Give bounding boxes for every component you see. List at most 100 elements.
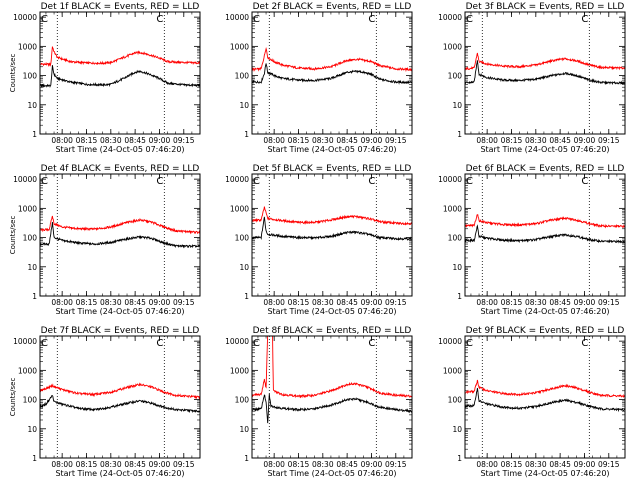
corner-marker: C [368,338,375,349]
x-tick-label: 08:15 [76,298,98,307]
y-tick-label: 1 [32,292,37,301]
corner-marker: C [368,176,375,187]
x-tick-label: 09:15 [173,460,195,469]
lld-rate-series [252,206,412,226]
x-axis-label: Start Time (24-Oct-05 07:46:20) [267,469,396,478]
chart-panel-2: Det 2f BLACK = Events, RED = LLD 1 10 100 10… [225,2,413,154]
y-tick-label: 10000 [225,337,249,346]
chart-title: Det 1f BLACK = Events, RED = LLD [41,2,200,12]
chart-title: Det 2f BLACK = Events, RED = LLD [253,2,412,12]
y-tick-label: 1 [32,454,37,463]
x-tick-label: 09:00 [149,136,171,145]
lld-rate-series [252,47,412,73]
x-tick-label: 09:00 [361,298,383,307]
corner-marker: C [253,338,260,349]
chart-panel-9: Det 9f BLACK = Events, RED = LLD 1 10 100 10… [438,326,626,478]
y-tick-label: 10 [452,425,462,434]
event-rate-series [252,393,412,424]
x-tick-label: 08:15 [288,136,310,145]
x-tick-label: 08:00 [263,298,285,307]
y-tick-label: 1000 [18,366,37,375]
chart-title: Det 6f BLACK = Events, RED = LLD [466,164,625,174]
chart-panel-5: Det 5f BLACK = Events, RED = LLD 1 10 100 10… [225,164,413,316]
x-tick-label: 08:45 [124,460,146,469]
x-tick-label: 08:15 [76,460,98,469]
x-tick-label: 08:15 [76,136,98,145]
x-tick-label: 08:15 [288,460,310,469]
chart-panel-6: Det 6f BLACK = Events, RED = LLD 1 10 100 10… [438,164,626,316]
x-axis-label: Start Time (24-Oct-05 07:46:20) [267,307,396,316]
corner-marker: C [41,176,48,187]
x-tick-label: 08:15 [501,460,523,469]
y-axis-label: Counts/sec [9,378,17,417]
x-tick-label: 08:30 [525,136,547,145]
x-tick-label: 09:00 [574,460,596,469]
x-tick-label: 08:45 [549,298,571,307]
y-tick-label: 10 [452,101,462,110]
y-tick-label: 10 [27,425,37,434]
y-tick-label: 10 [27,101,37,110]
y-tick-label: 1000 [18,204,37,213]
event-rate-series [40,65,200,89]
x-tick-label: 09:15 [385,136,407,145]
x-tick-label: 08:00 [51,460,73,469]
x-tick-label: 08:00 [51,298,73,307]
y-tick-label: 1000 [443,366,462,375]
y-tick-label: 1000 [443,204,462,213]
y-tick-label: 10000 [225,175,249,184]
corner-marker: C [156,14,163,25]
lld-rate-series [465,214,625,229]
x-tick-label: 08:00 [51,136,73,145]
y-tick-label: 10 [239,101,249,110]
y-tick-label: 1000 [230,366,249,375]
plot-frame [39,11,201,135]
corner-marker: C [156,176,163,187]
x-tick-label: 08:45 [336,136,358,145]
y-tick-label: 100 [235,234,250,243]
x-tick-label: 09:15 [173,136,195,145]
y-tick-label: 10 [27,263,37,272]
x-tick-label: 08:30 [312,136,334,145]
x-tick-label: 08:00 [476,298,498,307]
plot-frame [464,173,626,297]
x-tick-label: 08:30 [100,298,122,307]
x-axis-label: Start Time (24-Oct-05 07:46:20) [55,307,184,316]
x-tick-label: 08:30 [525,298,547,307]
x-tick-label: 08:45 [336,460,358,469]
y-tick-label: 10000 [13,13,37,22]
x-tick-label: 09:00 [149,460,171,469]
x-tick-label: 09:15 [598,298,620,307]
event-rate-series [252,216,412,242]
x-tick-label: 08:45 [549,460,571,469]
x-tick-label: 09:00 [361,460,383,469]
x-tick-label: 08:45 [549,136,571,145]
corner-marker: C [156,338,163,349]
y-tick-label: 1 [244,292,249,301]
plot-frame [251,11,413,135]
x-tick-label: 08:15 [501,136,523,145]
plot-frame [39,173,201,297]
lld-rate-series [252,336,412,399]
x-tick-label: 09:00 [149,298,171,307]
y-tick-label: 1 [457,454,462,463]
y-tick-label: 1 [457,292,462,301]
corner-marker: C [41,14,48,25]
x-tick-label: 08:00 [476,460,498,469]
x-tick-label: 09:00 [361,136,383,145]
chart-panel-1: Det 1f BLACK = Events, RED = LLD 1 10 100 10… [9,2,201,154]
corner-marker: C [466,14,473,25]
event-rate-series [465,224,625,244]
event-rate-series [465,388,625,413]
x-tick-label: 08:00 [476,136,498,145]
lld-rate-series [40,382,200,400]
chart-panel-3: Det 3f BLACK = Events, RED = LLD 1 10 100 10… [438,2,626,154]
x-axis-label: Start Time (24-Oct-05 07:46:20) [480,307,609,316]
chart-title: Det 5f BLACK = Events, RED = LLD [253,164,412,174]
plot-frame [251,173,413,297]
x-tick-label: 09:15 [385,298,407,307]
y-tick-label: 100 [23,234,38,243]
plot-frame [39,335,201,459]
x-tick-label: 08:30 [100,460,122,469]
x-tick-label: 08:45 [336,298,358,307]
